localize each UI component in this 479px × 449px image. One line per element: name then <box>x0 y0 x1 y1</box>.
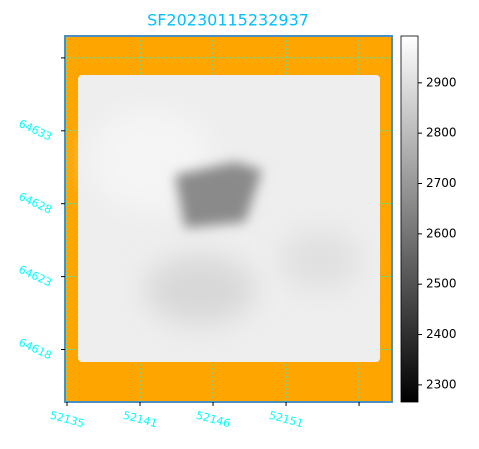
colorbar <box>400 35 419 403</box>
colorbar-tick-label: 2300 <box>426 377 457 391</box>
colorbar-tick-label: 2400 <box>426 327 457 341</box>
image-shade <box>280 230 360 290</box>
x-tick-label: 52141 <box>122 409 159 431</box>
y-tick-label: 64633 <box>17 117 54 144</box>
colorbar-tick-label: 2500 <box>426 277 457 291</box>
image-shade <box>145 255 255 325</box>
x-tick-label: 52135 <box>49 409 86 431</box>
x-tick-label: 52151 <box>268 409 305 431</box>
x-tick-label: 52146 <box>195 409 232 431</box>
image-dark-patch <box>175 162 262 228</box>
colorbar-tick-label: 2900 <box>426 75 457 89</box>
colorbar-tick-label: 2600 <box>426 226 457 240</box>
y-tick-label: 64618 <box>17 336 54 363</box>
chart-title: SF20230115232937 <box>147 11 309 30</box>
y-tick-label: 64623 <box>17 263 54 290</box>
colorbar-tick-label: 2800 <box>426 126 457 140</box>
y-tick-label: 64628 <box>17 190 54 217</box>
image <box>78 75 380 362</box>
plot-frame <box>64 35 393 403</box>
colorbar-tick-label: 2700 <box>426 176 457 190</box>
